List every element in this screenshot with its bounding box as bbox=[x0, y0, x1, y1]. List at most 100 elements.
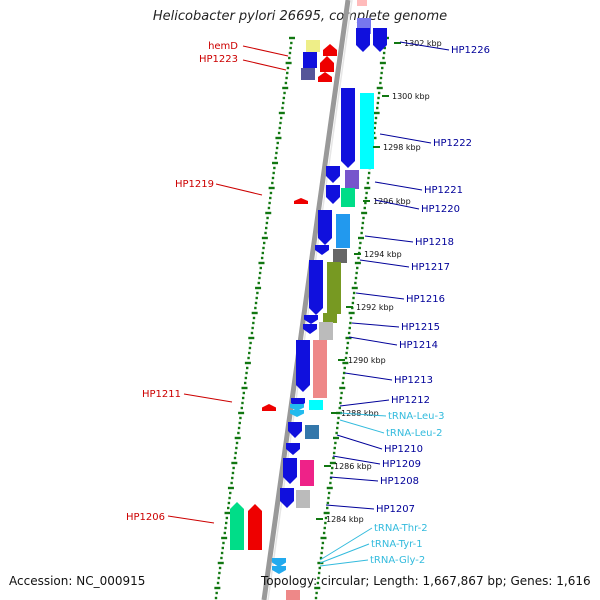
dot-mark bbox=[274, 156, 277, 160]
gene-block[interactable] bbox=[301, 68, 315, 80]
trna-gene-label[interactable]: tRNA-Gly-2 bbox=[370, 555, 425, 566]
dot-mark bbox=[271, 181, 274, 185]
forward-gene-arrow[interactable] bbox=[341, 88, 355, 168]
forward-gene-arrow[interactable] bbox=[272, 558, 286, 567]
forward-gene-arrow[interactable] bbox=[288, 422, 302, 438]
forward-gene-label[interactable]: HP1217 bbox=[411, 262, 450, 273]
gene-block[interactable] bbox=[336, 214, 350, 248]
forward-gene-arrow[interactable] bbox=[286, 443, 300, 455]
dot-mark bbox=[273, 166, 276, 170]
dot-mark bbox=[266, 216, 269, 220]
reverse-gene-label[interactable]: HP1206 bbox=[126, 512, 165, 523]
dot-mark bbox=[326, 486, 333, 490]
gene-block[interactable] bbox=[305, 425, 319, 439]
gene-block[interactable] bbox=[303, 52, 317, 68]
reverse-gene-label[interactable]: HP1219 bbox=[175, 179, 214, 190]
gene-block[interactable] bbox=[296, 490, 310, 508]
gene-block[interactable] bbox=[306, 40, 320, 52]
reverse-gene-label[interactable]: HP1223 bbox=[199, 54, 238, 65]
gene-block[interactable] bbox=[327, 262, 341, 314]
forward-gene-arrow[interactable] bbox=[326, 166, 340, 183]
dot-mark bbox=[230, 481, 233, 485]
forward-gene-arrow[interactable] bbox=[304, 315, 318, 324]
forward-gene-label[interactable]: HP1208 bbox=[380, 476, 419, 487]
forward-gene-arrow[interactable] bbox=[318, 210, 332, 245]
forward-gene-arrow[interactable] bbox=[280, 488, 294, 508]
forward-gene-label[interactable]: HP1220 bbox=[421, 204, 460, 215]
forward-gene-label[interactable]: HP1213 bbox=[394, 375, 433, 386]
trna-gene-label[interactable]: tRNA-Thr-2 bbox=[374, 523, 428, 534]
dot-mark bbox=[341, 381, 345, 385]
gene-block[interactable] bbox=[286, 590, 300, 600]
gene-block[interactable] bbox=[323, 313, 337, 323]
forward-gene-arrow[interactable] bbox=[283, 458, 297, 484]
forward-gene-label[interactable]: HP1218 bbox=[415, 237, 454, 248]
forward-gene-arrow[interactable] bbox=[303, 324, 317, 334]
forward-gene-label[interactable]: HP1209 bbox=[382, 459, 421, 470]
reverse-gene-arrow[interactable] bbox=[320, 56, 334, 72]
label-leader bbox=[319, 527, 373, 561]
dot-mark bbox=[272, 161, 279, 165]
dot-mark bbox=[229, 491, 232, 495]
gene-block[interactable] bbox=[341, 188, 355, 207]
reverse-gene-arrow[interactable] bbox=[230, 502, 244, 550]
dot-mark bbox=[367, 171, 371, 175]
reverse-gene-arrow[interactable] bbox=[318, 72, 332, 82]
forward-gene-arrow[interactable] bbox=[290, 410, 304, 417]
dot-mark bbox=[373, 126, 376, 130]
dot-mark bbox=[248, 336, 255, 340]
forward-gene-arrow[interactable] bbox=[290, 404, 304, 411]
dot-mark bbox=[363, 206, 366, 210]
forward-gene-label[interactable]: HP1221 bbox=[424, 185, 463, 196]
dot-mark bbox=[361, 211, 368, 215]
dot-mark bbox=[240, 406, 243, 410]
scale-ticks: 1302 kbp 1300 kbp 1298 kbp 1296 kbp 1294 kbp… bbox=[316, 39, 442, 524]
forward-gene-label[interactable]: HP1226 bbox=[451, 45, 490, 56]
forward-gene-label[interactable]: HP1215 bbox=[401, 322, 440, 333]
dot-mark bbox=[259, 266, 262, 270]
forward-gene-arrow[interactable] bbox=[326, 185, 340, 204]
forward-gene-arrow[interactable] bbox=[272, 566, 286, 574]
gene-block[interactable] bbox=[360, 93, 374, 169]
dot-mark bbox=[235, 441, 239, 445]
gene-block[interactable] bbox=[333, 249, 347, 263]
dot-mark bbox=[342, 376, 345, 380]
gene-block[interactable] bbox=[319, 322, 333, 340]
trna-gene-label[interactable]: tRNA-Tyr-1 bbox=[371, 539, 423, 550]
dot-mark bbox=[286, 66, 290, 70]
gene-block[interactable] bbox=[313, 340, 327, 398]
gene-block[interactable] bbox=[309, 400, 323, 410]
reverse-gene-label[interactable]: hemD bbox=[208, 41, 238, 52]
reverse-gene-label[interactable]: HP1211 bbox=[142, 389, 181, 400]
forward-gene-arrow[interactable] bbox=[296, 340, 310, 392]
forward-gene-arrow[interactable] bbox=[373, 28, 387, 52]
trna-gene-label[interactable]: tRNA-Leu-2 bbox=[386, 428, 442, 439]
forward-gene-arrow[interactable] bbox=[315, 245, 329, 255]
forward-gene-label[interactable]: HP1207 bbox=[376, 504, 415, 515]
dot-mark bbox=[258, 271, 262, 275]
reverse-gene-arrow[interactable] bbox=[248, 504, 262, 550]
forward-gene-label[interactable]: HP1210 bbox=[384, 444, 423, 455]
dot-mark bbox=[275, 136, 282, 140]
gene-block[interactable] bbox=[357, 0, 367, 6]
dot-mark bbox=[244, 376, 248, 380]
dot-mark bbox=[319, 556, 323, 560]
forward-gene-label[interactable]: HP1216 bbox=[406, 294, 445, 305]
forward-gene-label[interactable]: HP1212 bbox=[391, 395, 430, 406]
dot-mark bbox=[272, 171, 275, 175]
forward-gene-arrow[interactable] bbox=[356, 28, 370, 52]
gene-block[interactable] bbox=[345, 170, 359, 189]
gene-block[interactable] bbox=[300, 460, 314, 486]
label-leader bbox=[242, 45, 289, 57]
label-leader bbox=[167, 515, 215, 524]
tick-label: 1292 kbp bbox=[356, 303, 394, 312]
reverse-gene-arrow[interactable] bbox=[323, 44, 337, 56]
forward-gene-arrow[interactable] bbox=[309, 260, 323, 315]
reverse-gene-arrow[interactable] bbox=[294, 198, 308, 204]
reverse-gene-arrow[interactable] bbox=[262, 404, 276, 411]
forward-gene-label[interactable]: HP1214 bbox=[399, 340, 438, 351]
forward-gene-label[interactable]: HP1222 bbox=[433, 138, 472, 149]
trna-gene-label[interactable]: tRNA-Leu-3 bbox=[388, 411, 444, 422]
dot-mark bbox=[318, 566, 321, 570]
label-leader bbox=[339, 419, 385, 434]
